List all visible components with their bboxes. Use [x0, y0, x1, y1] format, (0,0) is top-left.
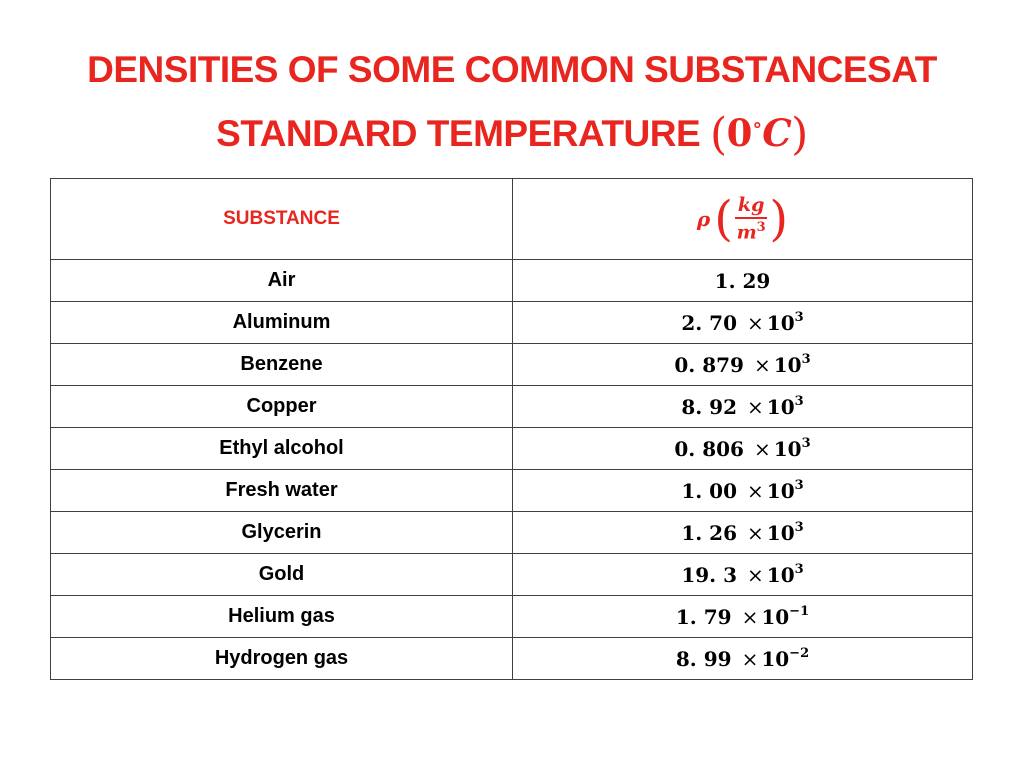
density-value: 1. 79 × 10−1 — [512, 595, 973, 638]
power-exponent: 3 — [801, 351, 811, 367]
unit-denominator-exp: 3 — [756, 220, 766, 236]
table-header-row: SUBSTANCE ρ ( kg m3 ) — [50, 178, 973, 260]
unit-close-paren: ) — [769, 190, 789, 247]
density-mantissa: 1. 26 — [681, 520, 738, 545]
title-temp-degree: ∘ — [751, 113, 763, 138]
substance-name: Aluminum — [50, 301, 513, 344]
substance-name: Glycerin — [50, 511, 513, 554]
power-base: 10 — [761, 646, 790, 671]
density-mantissa: 1. 79 — [675, 604, 732, 629]
substance-name: Air — [50, 259, 513, 302]
unit-numerator: kg — [734, 194, 768, 220]
table-row: Copper 8. 92 × 103 — [50, 385, 973, 428]
density-value: 0. 879 × 103 — [512, 343, 973, 386]
density-mantissa: 19. 3 — [681, 562, 738, 587]
power-base: 10 — [773, 352, 802, 377]
times-symbol: × — [747, 478, 764, 503]
times-symbol: × — [747, 520, 764, 545]
density-mantissa: 0. 879 — [674, 352, 744, 377]
rho-symbol: ρ — [696, 206, 711, 231]
power-base: 10 — [766, 310, 795, 335]
table-row: Ethyl alcohol 0. 806 × 103 — [50, 427, 973, 470]
table-row: Glycerin 1. 26 × 103 — [50, 511, 973, 554]
header-substance: SUBSTANCE — [50, 178, 513, 260]
substance-name: Fresh water — [50, 469, 513, 512]
density-table: SUBSTANCE ρ ( kg m3 ) Air 1. 29 Aluminum 2.… — [50, 178, 973, 680]
times-symbol: × — [753, 436, 771, 461]
density-value: 2. 70 × 103 — [512, 301, 973, 344]
table-row: Gold 19. 3 × 103 — [50, 553, 973, 596]
times-symbol: × — [741, 604, 759, 629]
slide-title: DENSITIES OF SOME COMMON SUBSTANCESAT ST… — [0, 42, 1024, 163]
table-row: Benzene 0. 879 × 103 — [50, 343, 973, 386]
power-exponent: −2 — [789, 645, 810, 661]
substance-name: Gold — [50, 553, 513, 596]
density-value: 0. 806 × 103 — [512, 427, 973, 470]
times-symbol: × — [741, 646, 759, 671]
substance-name: Helium gas — [50, 595, 513, 638]
density-value: 8. 99 × 10−2 — [512, 637, 973, 680]
power-base: 10 — [773, 436, 802, 461]
power-base: 10 — [761, 604, 790, 629]
substance-name: Ethyl alcohol — [50, 427, 513, 470]
title-temp-value: 0 — [726, 111, 753, 155]
times-symbol: × — [747, 394, 764, 419]
title-open-paren: ( — [709, 109, 727, 160]
density-mantissa: 1. 00 — [681, 478, 738, 503]
table-row: Fresh water 1. 00 × 103 — [50, 469, 973, 512]
title-line-1: DENSITIES OF SOME COMMON SUBSTANCESAT — [87, 49, 937, 90]
times-symbol: × — [747, 562, 764, 587]
substance-name: Benzene — [50, 343, 513, 386]
density-value: 1. 29 — [512, 259, 973, 302]
power-exponent: 3 — [794, 477, 804, 493]
density-value: 19. 3 × 103 — [512, 553, 973, 596]
density-mantissa: 1. 29 — [714, 268, 771, 293]
power-base: 10 — [766, 478, 795, 503]
substance-name: Hydrogen gas — [50, 637, 513, 680]
power-base: 10 — [766, 394, 795, 419]
power-base: 10 — [766, 562, 795, 587]
table-row: Hydrogen gas 8. 99 × 10−2 — [50, 637, 973, 680]
density-mantissa: 2. 70 — [681, 310, 738, 335]
density-mantissa: 0. 806 — [674, 436, 744, 461]
table-row: Helium gas 1. 79 × 10−1 — [50, 595, 973, 638]
times-symbol: × — [747, 310, 764, 335]
density-value: 8. 92 × 103 — [512, 385, 973, 428]
density-mantissa: 8. 99 — [675, 646, 732, 671]
unit-denominator-wrap: m3 — [737, 219, 766, 243]
power-base: 10 — [766, 520, 795, 545]
power-exponent: 3 — [801, 435, 811, 451]
density-value: 1. 00 × 103 — [512, 469, 973, 512]
unit-open-paren: ( — [714, 190, 733, 247]
title-line-2-text: STANDARD TEMPERATURE — [216, 113, 701, 154]
table-body: SUBSTANCE ρ ( kg m3 ) Air 1. 29 Aluminum 2.… — [50, 178, 973, 680]
power-exponent: −1 — [789, 603, 810, 619]
times-symbol: × — [753, 352, 771, 377]
density-mantissa: 8. 92 — [681, 394, 738, 419]
density-value: 1. 26 × 103 — [512, 511, 973, 554]
title-close-paren: ) — [791, 109, 808, 160]
substance-name: Copper — [50, 385, 513, 428]
title-temp-unit: C — [762, 111, 792, 155]
power-exponent: 3 — [794, 309, 804, 325]
title-line-2: STANDARD TEMPERATURE (0∘C) — [0, 98, 1024, 163]
density-unit-expression: ρ ( kg m3 ) — [697, 194, 788, 243]
power-exponent: 3 — [794, 519, 804, 535]
unit-denominator: m — [736, 221, 757, 244]
unit-fraction: kg m3 — [734, 194, 768, 244]
table-row: Aluminum 2. 70 × 103 — [50, 301, 973, 344]
power-exponent: 3 — [794, 393, 804, 409]
power-exponent: 3 — [794, 561, 804, 577]
table-row: Air 1. 29 — [50, 259, 973, 302]
header-density: ρ ( kg m3 ) — [512, 178, 973, 260]
